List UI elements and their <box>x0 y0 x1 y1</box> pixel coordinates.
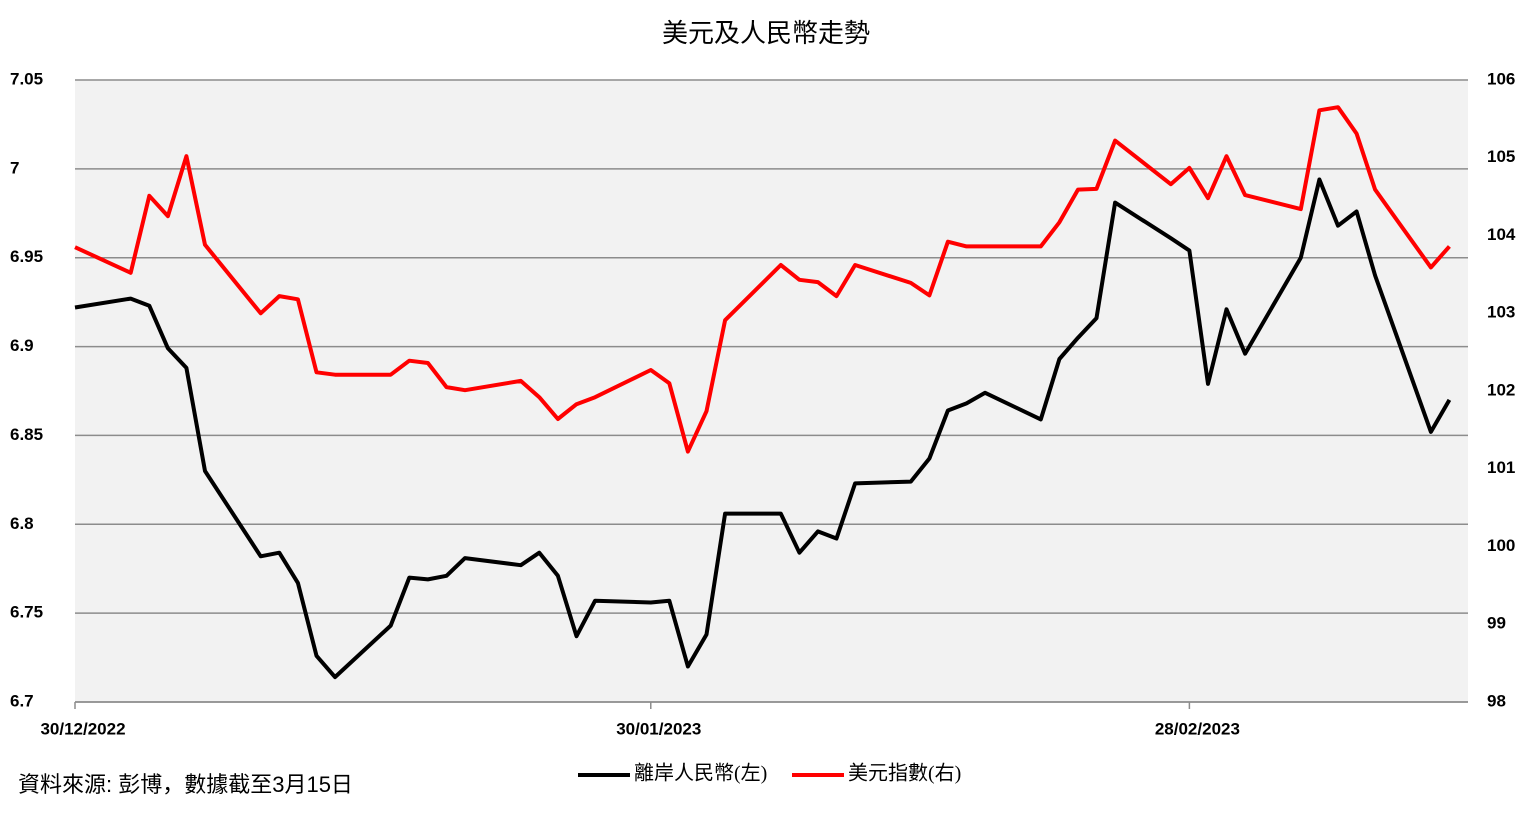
series-line <box>74 105 1451 454</box>
y2-tick-label: 106 <box>1487 69 1515 88</box>
y2-tick-label: 102 <box>1487 380 1515 399</box>
legend-label: 離岸人民幣(左) <box>634 762 767 785</box>
y-tick-label: 6.95 <box>10 247 43 266</box>
plot-area <box>75 80 1468 702</box>
y2-tick-label: 98 <box>1487 691 1506 710</box>
y2-tick-label: 99 <box>1487 614 1506 633</box>
y-tick-label: 6.75 <box>10 603 43 622</box>
chart-title: 美元及人民幣走勢 <box>662 19 870 48</box>
x-tick-label: 30/12/2022 <box>40 719 125 738</box>
y-tick-label: 7.05 <box>10 69 43 88</box>
series-line <box>74 177 1452 680</box>
y-tick-label: 6.85 <box>10 425 43 444</box>
source-note: 資料來源: 彭博，數據截至3月15日 <box>18 772 353 797</box>
y2-tick-label: 104 <box>1487 225 1516 244</box>
y2-tick-label: 101 <box>1487 458 1515 477</box>
y-tick-label: 6.8 <box>10 514 34 533</box>
y2-tick-label: 100 <box>1487 536 1515 555</box>
y-tick-label: 7 <box>10 158 19 177</box>
x-tick-label: 30/01/2023 <box>616 719 701 738</box>
y2-tick-label: 103 <box>1487 303 1515 322</box>
legend-label: 美元指數(右) <box>848 762 961 785</box>
y-tick-label: 6.9 <box>10 336 34 355</box>
y2-tick-label: 105 <box>1487 147 1515 166</box>
y-tick-label: 6.7 <box>10 691 34 710</box>
lines <box>74 105 1452 680</box>
x-tick-label: 28/02/2023 <box>1155 719 1240 738</box>
